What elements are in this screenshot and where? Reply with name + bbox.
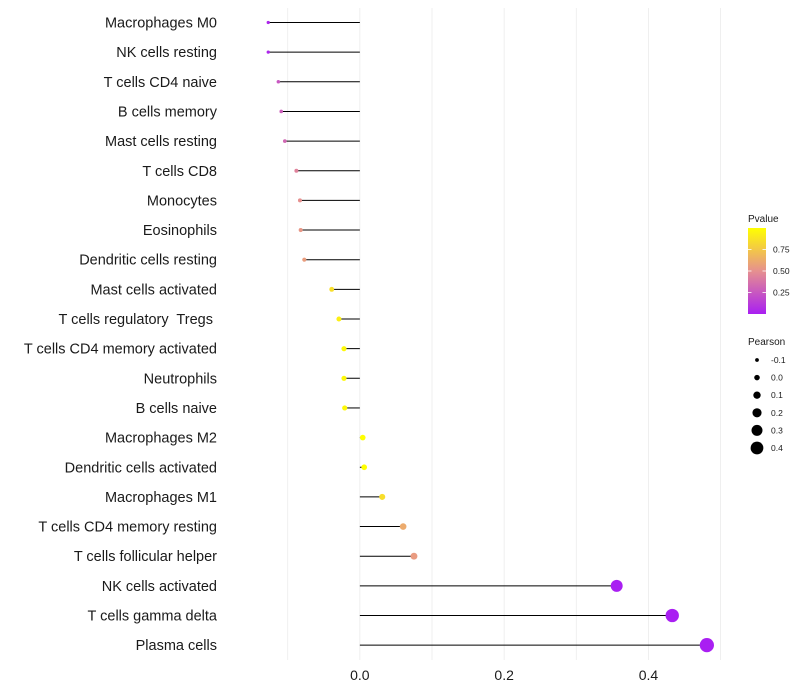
lollipop-point <box>266 50 270 54</box>
lollipop-point <box>276 80 281 84</box>
pearson-legend-key <box>752 408 762 418</box>
lollipop-point <box>665 608 679 623</box>
lollipop-point <box>336 316 342 322</box>
lollipop-point <box>342 405 348 411</box>
x-tick-label: 0.4 <box>639 667 659 683</box>
lollipop-point <box>298 228 303 233</box>
lollipop-point <box>297 198 303 203</box>
lollipop-point <box>341 375 347 381</box>
points <box>266 20 714 653</box>
lollipop-point <box>699 638 714 653</box>
category-label: B cells naive <box>136 401 217 417</box>
pvalue-legend-label: 0.25 <box>773 288 790 298</box>
category-label: Monocytes <box>147 193 217 209</box>
gridlines <box>287 8 721 660</box>
lollipop-point <box>282 139 287 143</box>
category-label: B cells memory <box>118 104 218 120</box>
x-tick-label: 0.0 <box>350 667 370 683</box>
category-label: Plasma cells <box>136 638 217 654</box>
pearson-legend-title: Pearson <box>748 337 785 348</box>
category-label: T cells gamma delta <box>88 609 218 625</box>
pearson-legend-key <box>754 374 760 381</box>
lollipop-point <box>279 109 284 114</box>
category-label: NK cells resting <box>116 45 217 61</box>
pvalue-colorbar <box>748 228 766 314</box>
pearson-legend-key <box>750 441 764 455</box>
category-label: T cells regulatory Tregs <box>59 312 218 328</box>
category-label: T cells CD4 memory activated <box>24 342 217 358</box>
category-label: Macrophages M0 <box>105 16 217 32</box>
category-label: Mast cells resting <box>105 134 217 150</box>
stems <box>268 22 707 646</box>
category-label: T cells follicular helper <box>74 549 217 565</box>
pearson-legend-label: -0.1 <box>771 355 786 365</box>
x-axis-ticks: 0.0 0.2 0.4 <box>350 667 658 683</box>
lollipop-point <box>359 434 366 441</box>
pvalue-legend-label: 0.75 <box>773 245 790 255</box>
pearson-legend: Pearson -0.1 0.0 0.1 0.2 0.3 0.4 <box>748 337 786 455</box>
category-label: Neutrophils <box>144 371 217 387</box>
lollipop-point <box>410 552 418 560</box>
pearson-legend-label: 0.0 <box>771 373 783 383</box>
category-label: T cells CD4 naive <box>104 75 217 91</box>
lollipop-point <box>266 20 270 25</box>
lollipop-point <box>341 346 347 352</box>
category-label: NK cells activated <box>102 579 217 595</box>
category-label: Dendritic cells resting <box>79 253 217 269</box>
category-label: Mast cells activated <box>90 282 217 298</box>
pearson-legend-label: 0.4 <box>771 443 783 453</box>
lollipop-point <box>610 579 623 592</box>
category-labels: Macrophages M0 NK cells resting T cells CD… <box>24 16 218 655</box>
pearson-legend-label: 0.2 <box>771 408 783 418</box>
lollipop-point <box>399 523 407 530</box>
category-label: Macrophages M1 <box>105 490 217 506</box>
category-label: Macrophages M2 <box>105 431 217 447</box>
lollipop-point <box>294 168 299 173</box>
pearson-legend-key <box>755 358 759 362</box>
pvalue-legend-label: 0.50 <box>773 266 790 276</box>
lollipop-point <box>361 464 368 471</box>
pearson-legend-label: 0.3 <box>771 425 783 435</box>
category-label: Eosinophils <box>143 223 217 239</box>
lollipop-point <box>302 257 307 262</box>
pearson-legend-key <box>751 424 763 436</box>
pearson-legend-key <box>753 391 761 399</box>
category-label: Dendritic cells activated <box>65 460 217 476</box>
lollipop-point <box>379 493 386 500</box>
x-tick-label: 0.2 <box>494 667 514 683</box>
pvalue-legend-title: Pvalue <box>748 214 779 225</box>
category-label: T cells CD8 <box>142 164 217 180</box>
category-label: T cells CD4 memory resting <box>38 520 217 536</box>
pearson-legend-label: 0.1 <box>771 390 783 400</box>
lollipop-point <box>329 286 335 292</box>
pvalue-legend: Pvalue 0.25 0.50 0.75 <box>748 214 790 314</box>
